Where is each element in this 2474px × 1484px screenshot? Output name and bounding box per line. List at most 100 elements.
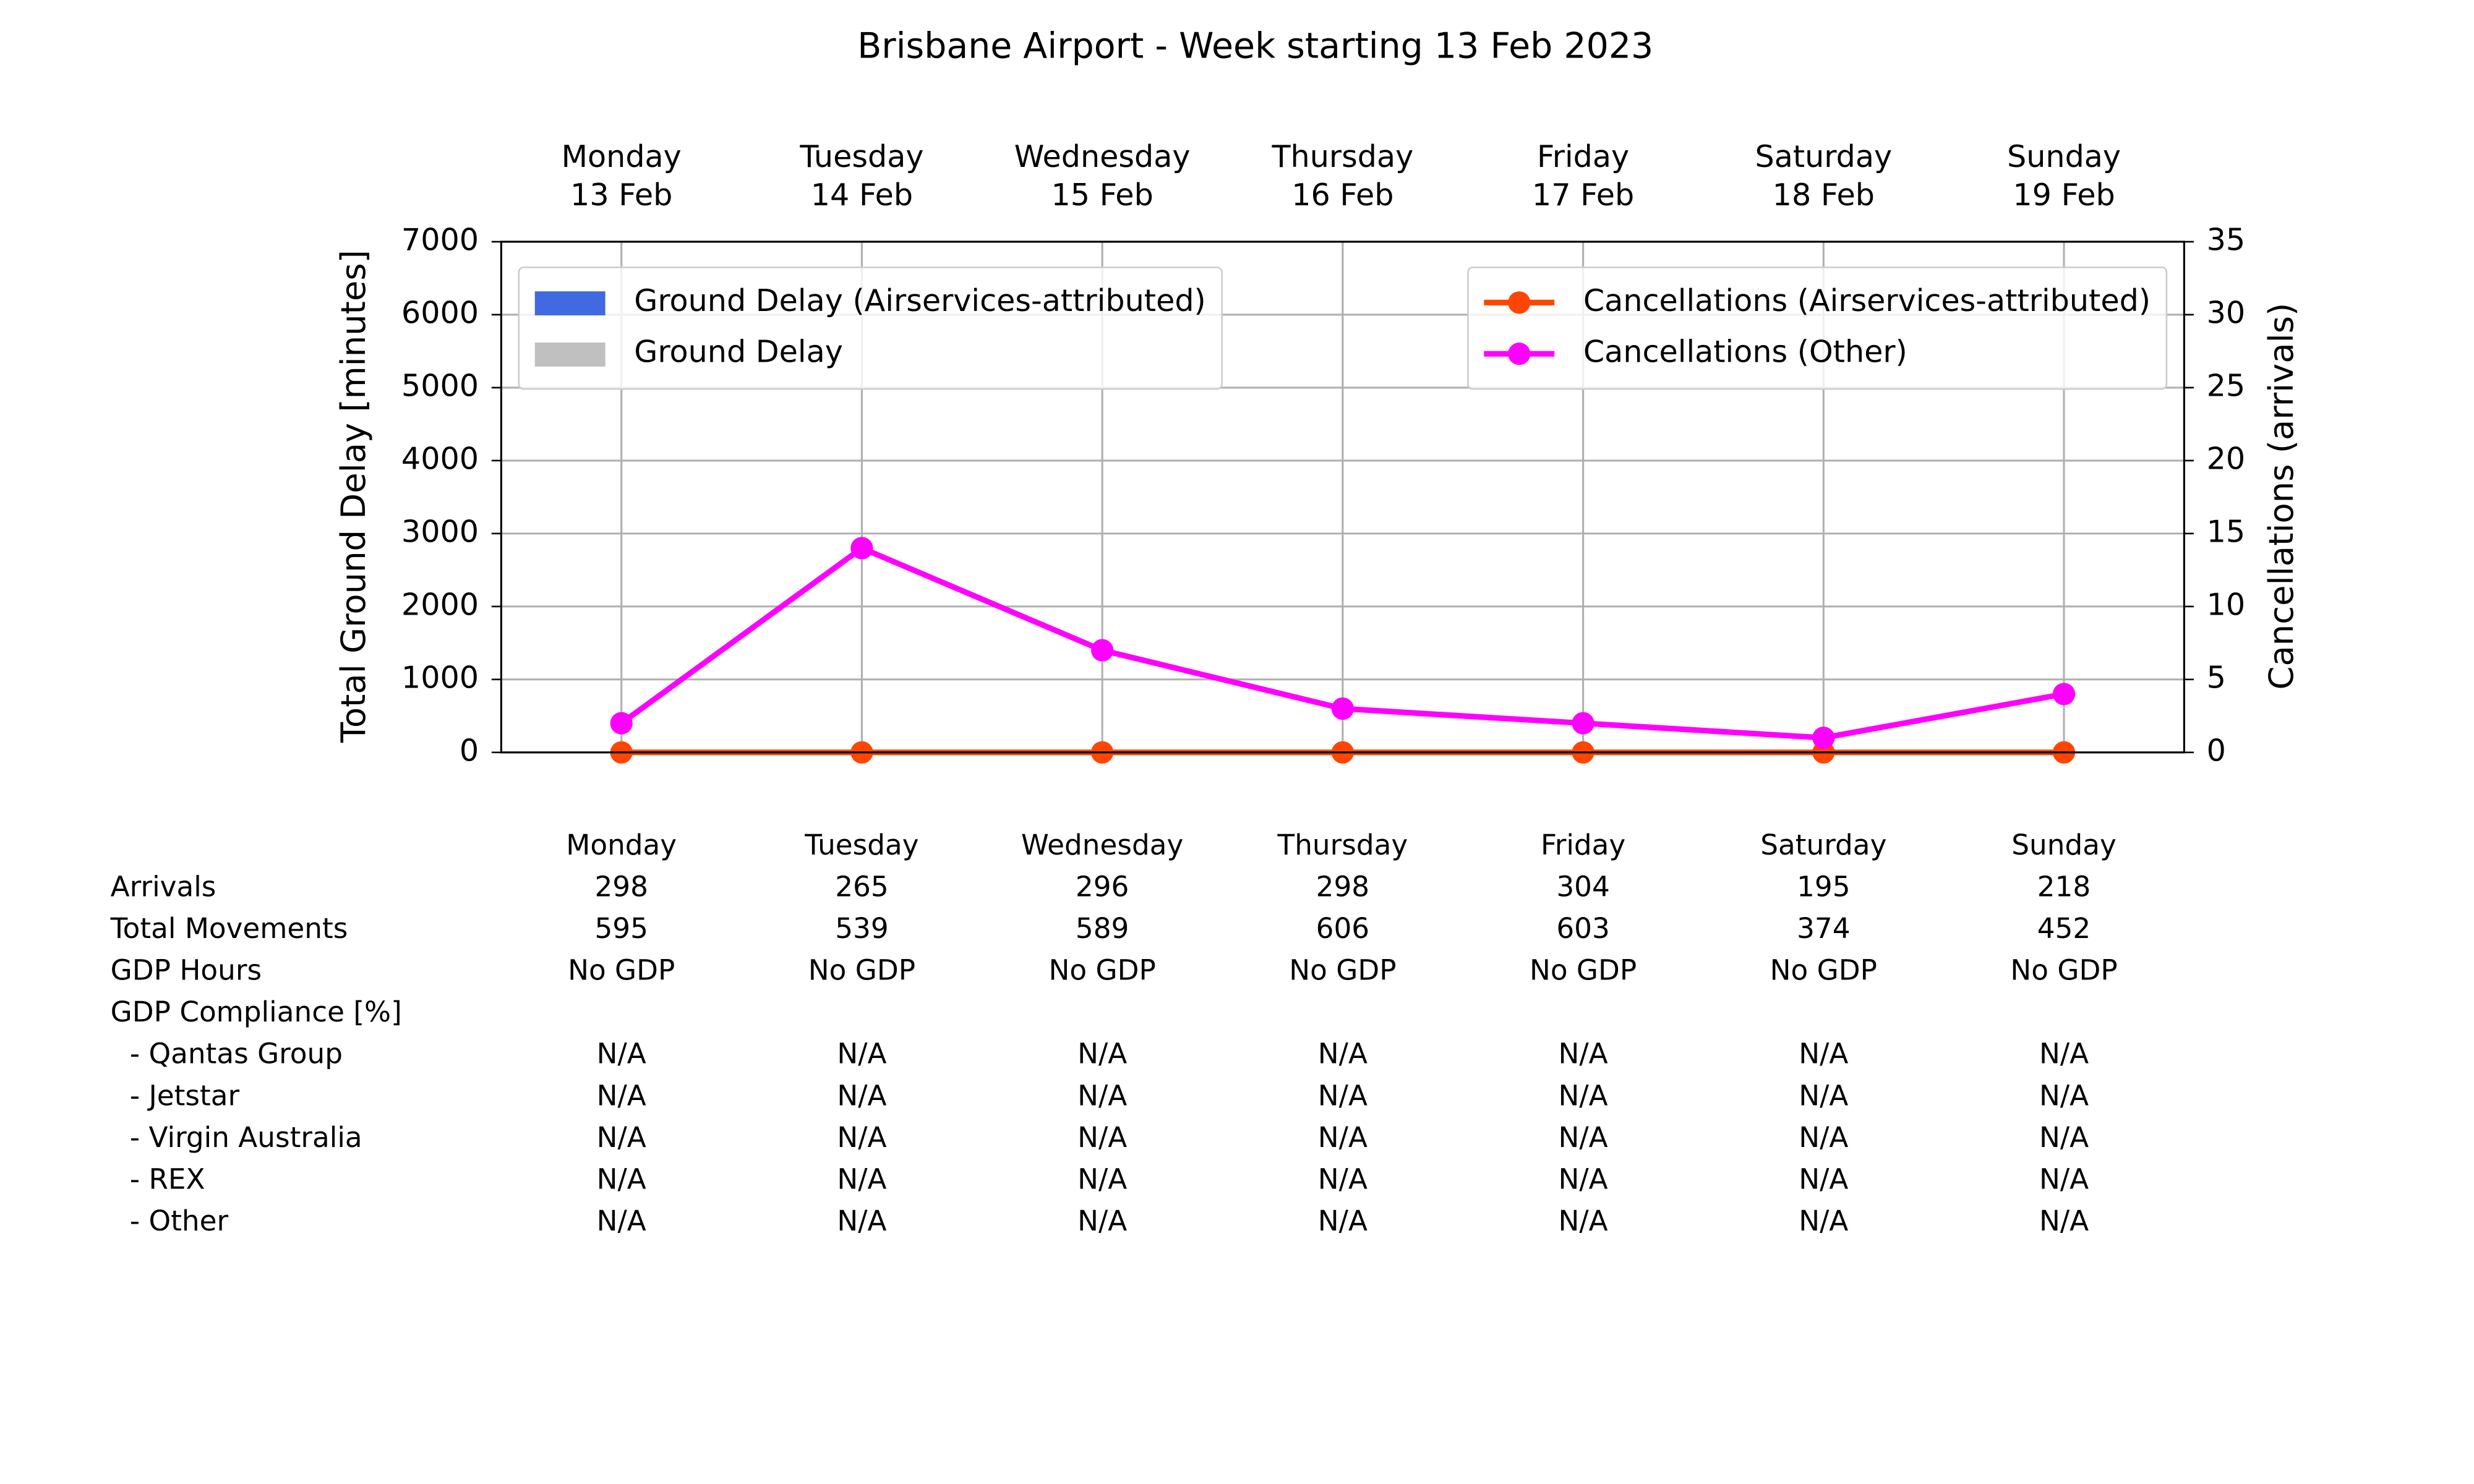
y2-tick-label: 30 — [2207, 294, 2246, 330]
table-cell: N/A — [1559, 1205, 1608, 1237]
x-tick-date: 16 Feb — [1291, 177, 1393, 213]
table-row-label: Total Movements — [110, 912, 348, 945]
legend: Cancellations (Airservices-attributed) Ca… — [1467, 267, 2168, 390]
table-row-label: - Other — [130, 1205, 229, 1237]
table-cell: N/A — [1077, 1121, 1127, 1154]
table-cell: 296 — [1076, 870, 1129, 903]
x-tick-date: 13 Feb — [570, 177, 672, 213]
table-cell: N/A — [1318, 1038, 1368, 1070]
table-cell: N/A — [1559, 1079, 1608, 1112]
table-cell: N/A — [597, 1079, 646, 1112]
x-tick-date: 19 Feb — [2013, 177, 2115, 213]
legend-marker — [1508, 343, 1531, 365]
legend: Ground Delay (Airservices-attributed) Gro… — [518, 267, 1223, 390]
table-cell: 606 — [1316, 912, 1369, 945]
table-cell: 304 — [1556, 870, 1609, 903]
table-row-label: - Virgin Australia — [130, 1121, 362, 1154]
x-tick-label: Sunday — [2007, 139, 2121, 174]
x-tick-label: Monday — [562, 139, 682, 174]
table-row-label: - Qantas Group — [130, 1038, 343, 1070]
legend-swatch — [1484, 343, 1555, 365]
y2-tick-label: 15 — [2207, 513, 2246, 549]
table-cell: N/A — [1077, 1162, 1127, 1195]
x-tick-label: Saturday — [1755, 139, 1892, 174]
y-tick-label: 2000 — [401, 586, 479, 622]
legend-swatch — [534, 291, 606, 316]
table-cell: N/A — [2039, 1121, 2089, 1154]
table-column-header: Friday — [1541, 829, 1625, 861]
table-cell: N/A — [1799, 1038, 1848, 1070]
legend-label: Cancellations (Other) — [1583, 334, 1907, 370]
x-tick-label: Wednesday — [1014, 139, 1191, 174]
table-row-label: - Jetstar — [130, 1079, 240, 1112]
y2-axis-label: Cancellations (arrivals) — [2262, 303, 2301, 690]
table-cell: No GDP — [568, 954, 675, 987]
table-row-label: GDP Hours — [111, 954, 262, 987]
y2-tick-label: 25 — [2207, 367, 2246, 403]
table-column-header: Wednesday — [1021, 829, 1183, 861]
table-cell: 452 — [2037, 912, 2091, 945]
table-cell: N/A — [1077, 1205, 1127, 1237]
x-tick-label: Thursday — [1272, 139, 1414, 174]
marker — [850, 537, 873, 560]
marker — [1812, 727, 1835, 749]
table-cell: N/A — [1799, 1079, 1848, 1112]
table-cell: N/A — [1559, 1121, 1608, 1154]
x-tick-date: 15 Feb — [1051, 177, 1153, 213]
marker — [1331, 697, 1354, 720]
marker — [1091, 639, 1114, 662]
table-column-header: Saturday — [1760, 829, 1886, 861]
table-column-header: Thursday — [1277, 829, 1408, 861]
plot-frame — [500, 241, 2185, 754]
table-cell: 298 — [1316, 870, 1369, 903]
x-tick-label: Tuesday — [799, 139, 923, 174]
table-cell: N/A — [597, 1205, 646, 1237]
table-column-header: Tuesday — [804, 829, 918, 861]
table-cell: N/A — [1077, 1079, 1127, 1112]
table-cell: 218 — [2037, 870, 2091, 903]
y-tick-label: 6000 — [401, 294, 479, 330]
table-cell: N/A — [837, 1121, 886, 1154]
legend-box — [518, 267, 1223, 390]
table-cell: No GDP — [1289, 954, 1396, 987]
table-cell: N/A — [837, 1205, 886, 1237]
table-cell: N/A — [1318, 1121, 1368, 1154]
table-cell: N/A — [2039, 1205, 2089, 1237]
table-cell: N/A — [2039, 1038, 2089, 1070]
legend-label: Ground Delay — [634, 334, 843, 370]
y-tick-label: 4000 — [401, 440, 479, 476]
table-row-label: - REX — [130, 1162, 205, 1195]
y2-tick-label: 5 — [2207, 659, 2226, 695]
table-cell: No GDP — [1770, 954, 1877, 987]
y-tick-label: 1000 — [401, 659, 479, 695]
y-tick-label: 3000 — [401, 513, 479, 549]
table-cell: 603 — [1556, 912, 1609, 945]
table-cell: N/A — [1799, 1162, 1848, 1195]
legend-swatch — [1484, 291, 1555, 314]
table-cell: 265 — [835, 870, 888, 903]
x-tick-label: Friday — [1537, 139, 1629, 174]
table-cell: 298 — [594, 870, 648, 903]
table-cell: N/A — [597, 1038, 646, 1070]
table-cell: N/A — [2039, 1162, 2089, 1195]
y2-tick-label: 10 — [2207, 586, 2246, 622]
marker — [2052, 683, 2076, 706]
table-row-label: GDP Compliance [%] — [111, 996, 402, 1028]
table-cell: 595 — [594, 912, 648, 945]
table-cell: N/A — [2039, 1079, 2089, 1112]
table-cell: N/A — [1077, 1038, 1127, 1070]
table-cell: N/A — [1559, 1038, 1608, 1070]
legend-swatch — [534, 343, 606, 367]
marker — [610, 712, 633, 735]
chart-title: Brisbane Airport - Week starting 13 Feb … — [857, 25, 1653, 66]
x-tick-date: 14 Feb — [811, 177, 913, 213]
table-cell: No GDP — [808, 954, 915, 987]
legend-marker — [1508, 291, 1531, 314]
table-cell: N/A — [1318, 1205, 1368, 1237]
y-tick-label: 7000 — [401, 221, 479, 257]
y2-tick-label: 20 — [2207, 440, 2246, 476]
table-cell: N/A — [837, 1079, 886, 1112]
table-cell: N/A — [837, 1162, 886, 1195]
table-cell: 195 — [1797, 870, 1850, 903]
